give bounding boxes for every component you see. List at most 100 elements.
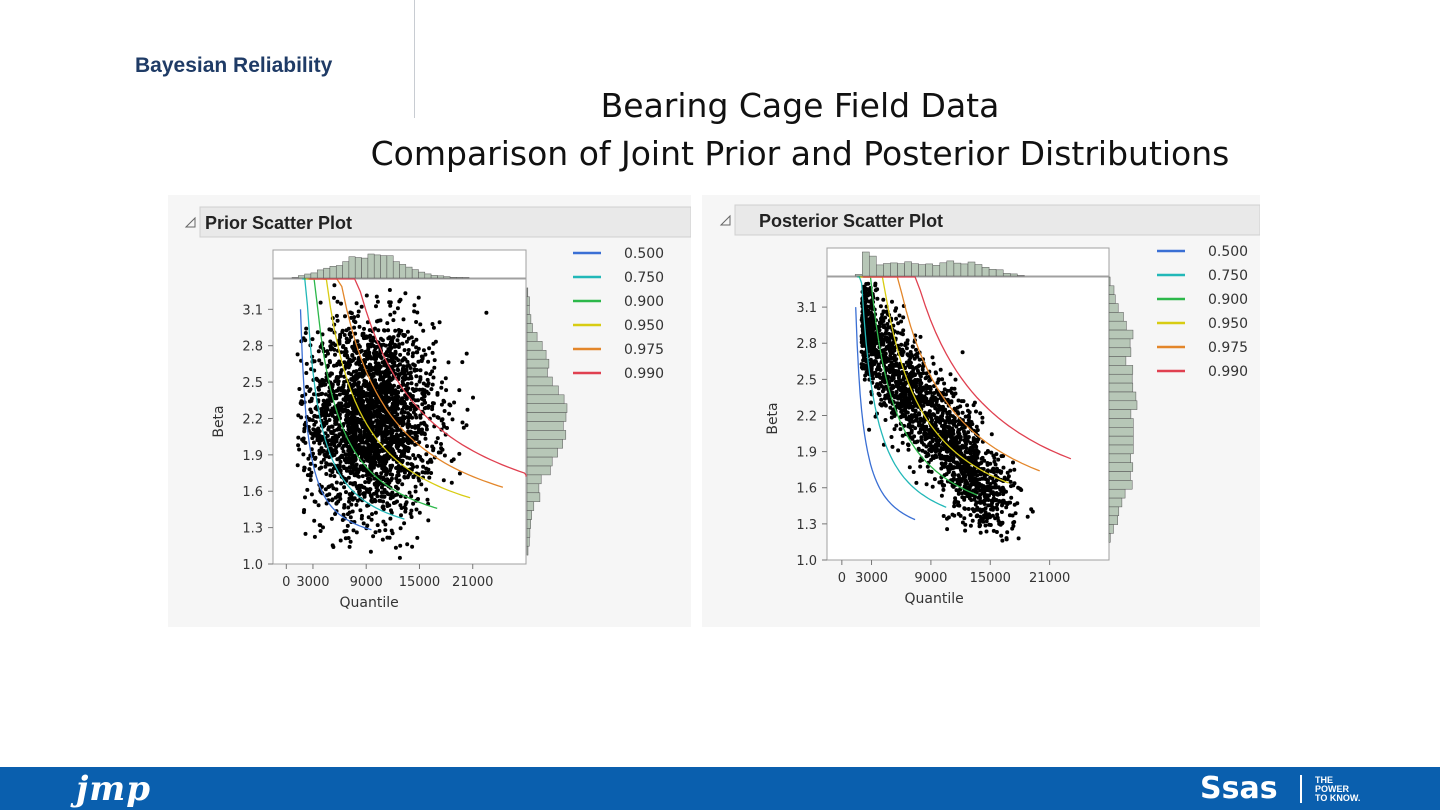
scatter-point — [943, 420, 948, 425]
scatter-point — [364, 457, 369, 462]
scatter-point — [965, 403, 970, 408]
contour-curve-0.990 — [309, 278, 527, 477]
scatter-point — [484, 310, 489, 315]
scatter-point — [980, 420, 985, 425]
scatter-point — [888, 405, 893, 410]
scatter-point — [411, 339, 416, 344]
histogram-bar — [890, 262, 898, 277]
scatter-point — [870, 339, 875, 344]
scatter-point — [402, 450, 407, 455]
scatter-point — [899, 350, 904, 355]
scatter-point — [351, 369, 356, 374]
scatter-point — [913, 353, 918, 357]
scatter-point — [951, 455, 956, 460]
scatter-point — [305, 384, 309, 389]
scatter-point — [958, 513, 963, 518]
scatter-point — [400, 458, 405, 463]
scatter-point — [897, 393, 902, 398]
scatter-point — [308, 478, 313, 482]
scatter-point — [316, 503, 321, 508]
scatter-point — [917, 420, 921, 425]
scatter-point — [368, 366, 373, 371]
scatter-point — [319, 436, 324, 441]
scatter-point — [361, 485, 366, 490]
scatter-point — [912, 356, 917, 361]
scatter-point — [326, 413, 331, 418]
scatter-point — [325, 402, 329, 407]
scatter-point — [337, 339, 342, 344]
scatter-point — [941, 483, 946, 488]
scatter-point — [364, 391, 369, 396]
side-histogram-bars — [526, 287, 568, 556]
histogram-bar — [1108, 435, 1134, 446]
scatter-point — [983, 523, 988, 528]
scatter-point — [313, 456, 317, 461]
header-divider — [414, 0, 415, 118]
scatter-point — [439, 385, 444, 390]
scatter-point — [314, 428, 319, 433]
scatter-point — [319, 361, 324, 366]
scatter-point — [434, 440, 439, 445]
scatter-point — [332, 474, 337, 479]
scatter-point — [398, 438, 402, 443]
scatter-point — [903, 341, 908, 346]
scatter-point — [439, 402, 444, 407]
scatter-point — [995, 512, 1000, 517]
scatter-point — [918, 334, 923, 339]
scatter-point — [441, 422, 446, 426]
scatter-point — [967, 415, 972, 420]
scatter-point — [988, 475, 993, 480]
scatter-point — [922, 428, 927, 433]
scatter-point — [415, 310, 420, 315]
scatter-point — [385, 492, 390, 496]
scatter-point — [339, 368, 344, 373]
scatter-point — [366, 431, 371, 435]
scatter-point — [387, 503, 392, 508]
scatter-point — [393, 328, 398, 333]
scatter-point — [381, 499, 386, 504]
scatter-point — [954, 446, 959, 451]
scatter-point — [443, 376, 448, 381]
scatter-point — [381, 409, 386, 414]
scatter-point — [962, 516, 967, 521]
scatter-point — [388, 437, 393, 442]
scatter-point — [430, 404, 435, 409]
scatter-point — [947, 458, 952, 463]
histogram-bar — [304, 273, 312, 279]
scatter-point — [411, 410, 416, 415]
scatter-point — [413, 484, 418, 489]
scatter-point — [354, 473, 359, 478]
scatter-point — [411, 351, 415, 356]
scatter-point — [330, 371, 334, 376]
scatter-point — [997, 521, 1002, 526]
scatter-point — [391, 435, 396, 440]
scatter-point — [356, 309, 361, 314]
scatter-point — [402, 438, 407, 443]
scatter-point — [325, 450, 330, 455]
scatter-point — [351, 481, 356, 486]
scatter-point — [394, 400, 399, 405]
histogram-bar — [1108, 427, 1134, 437]
scatter-point — [992, 479, 997, 484]
scatter-point — [437, 320, 442, 325]
scatter-point — [344, 362, 349, 367]
scatter-point — [406, 449, 411, 454]
scatter-point — [920, 388, 925, 392]
scatter-point — [418, 322, 423, 327]
scatter-point — [986, 503, 991, 508]
scatter-point — [983, 451, 988, 456]
scatter-point — [439, 446, 444, 451]
scatter-point — [953, 460, 958, 465]
scatter-point — [305, 487, 310, 492]
scatter-point — [387, 288, 392, 292]
scatter-point — [970, 422, 975, 427]
scatter-point — [374, 480, 379, 485]
histogram-bar — [336, 265, 343, 279]
scatter-point — [906, 443, 911, 448]
scatter-point — [931, 361, 936, 366]
scatter-point — [396, 473, 401, 478]
scatter-point — [975, 477, 980, 482]
scatter-point — [916, 446, 921, 451]
scatter-point — [362, 358, 367, 362]
scatter-point — [392, 396, 397, 401]
